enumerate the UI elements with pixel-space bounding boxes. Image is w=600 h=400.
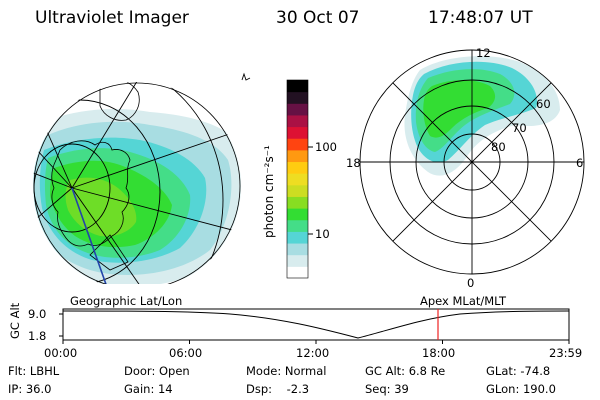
instrument-title: Ultraviolet Imager xyxy=(35,8,189,28)
footer-mode: Mode: Normal xyxy=(246,364,327,378)
footer-door: Door: Open xyxy=(124,364,190,378)
colorbar-band xyxy=(287,138,308,151)
mlat-label-80: 80 xyxy=(491,140,506,154)
colorbar-band xyxy=(287,126,308,139)
mlt-label-6: 6 xyxy=(576,156,584,170)
mlt-label-12: 12 xyxy=(476,46,491,60)
colorbar-band xyxy=(287,114,308,128)
footer-ip: IP: 36.0 xyxy=(8,382,52,396)
magnetic-polar-plot xyxy=(359,49,585,275)
colorbar-band xyxy=(287,80,308,93)
colorbar-tick-100: 100 xyxy=(315,140,337,154)
colorbar-band xyxy=(287,149,308,163)
right-map-caption: Apex MLat/MLT xyxy=(420,294,507,308)
mlat-label-60: 60 xyxy=(536,97,551,111)
colorbar-tick-10: 10 xyxy=(315,227,330,241)
footer-gain: Gain: 14 xyxy=(124,382,173,396)
altitude-ylabel: GC Alt xyxy=(8,302,22,339)
altitude-ytick-1-8: 1.8 xyxy=(28,329,47,343)
altitude-plot xyxy=(59,308,570,344)
colorbar-band xyxy=(287,161,308,174)
mlt-label-0: 0 xyxy=(467,276,475,290)
colorbar-band xyxy=(287,254,308,267)
footer-seq: Seq: 39 xyxy=(365,382,409,396)
footer-filter: Flt: LBHL xyxy=(8,364,60,378)
footer-glon: GLon: 190.0 xyxy=(486,382,556,396)
colorbar-unit-label: photon cm⁻²s⁻¹ xyxy=(262,145,276,238)
colorbar-band xyxy=(287,266,308,279)
time-tick-1200: 12:00 xyxy=(296,346,330,360)
mlat-label-70: 70 xyxy=(512,121,527,135)
colorbar-band xyxy=(287,208,308,221)
colorbar-band xyxy=(287,219,308,232)
footer-dsp: Dsp: -2.3 xyxy=(246,382,310,396)
mlt-label-18: 18 xyxy=(346,156,361,170)
left-map-caption: Geographic Lat/Lon xyxy=(70,294,183,308)
colorbar-band xyxy=(287,243,308,256)
time-tick-1800: 18:00 xyxy=(422,346,456,360)
time-tick-2359: 23:59 xyxy=(549,346,583,360)
colorbar-band xyxy=(287,91,308,104)
footer-gc-alt: GC Alt: 6.8 Re xyxy=(365,364,446,378)
footer-glat: GLat: -74.8 xyxy=(486,364,551,378)
observation-date: 30 Oct 07 xyxy=(276,8,360,28)
time-tick-0600: 06:00 xyxy=(169,346,203,360)
observation-time: 17:48:07 UT xyxy=(428,8,533,28)
time-tick-0000: 00:00 xyxy=(44,346,78,360)
colorbar-band xyxy=(287,196,308,209)
altitude-ytick-9: 9.0 xyxy=(28,307,47,321)
colorbar-band xyxy=(287,173,308,186)
colorbar-band xyxy=(287,184,308,197)
colorbar-band xyxy=(287,231,308,244)
colorbar-band xyxy=(287,103,308,116)
colorbar xyxy=(287,80,308,279)
geographic-image xyxy=(33,72,251,284)
